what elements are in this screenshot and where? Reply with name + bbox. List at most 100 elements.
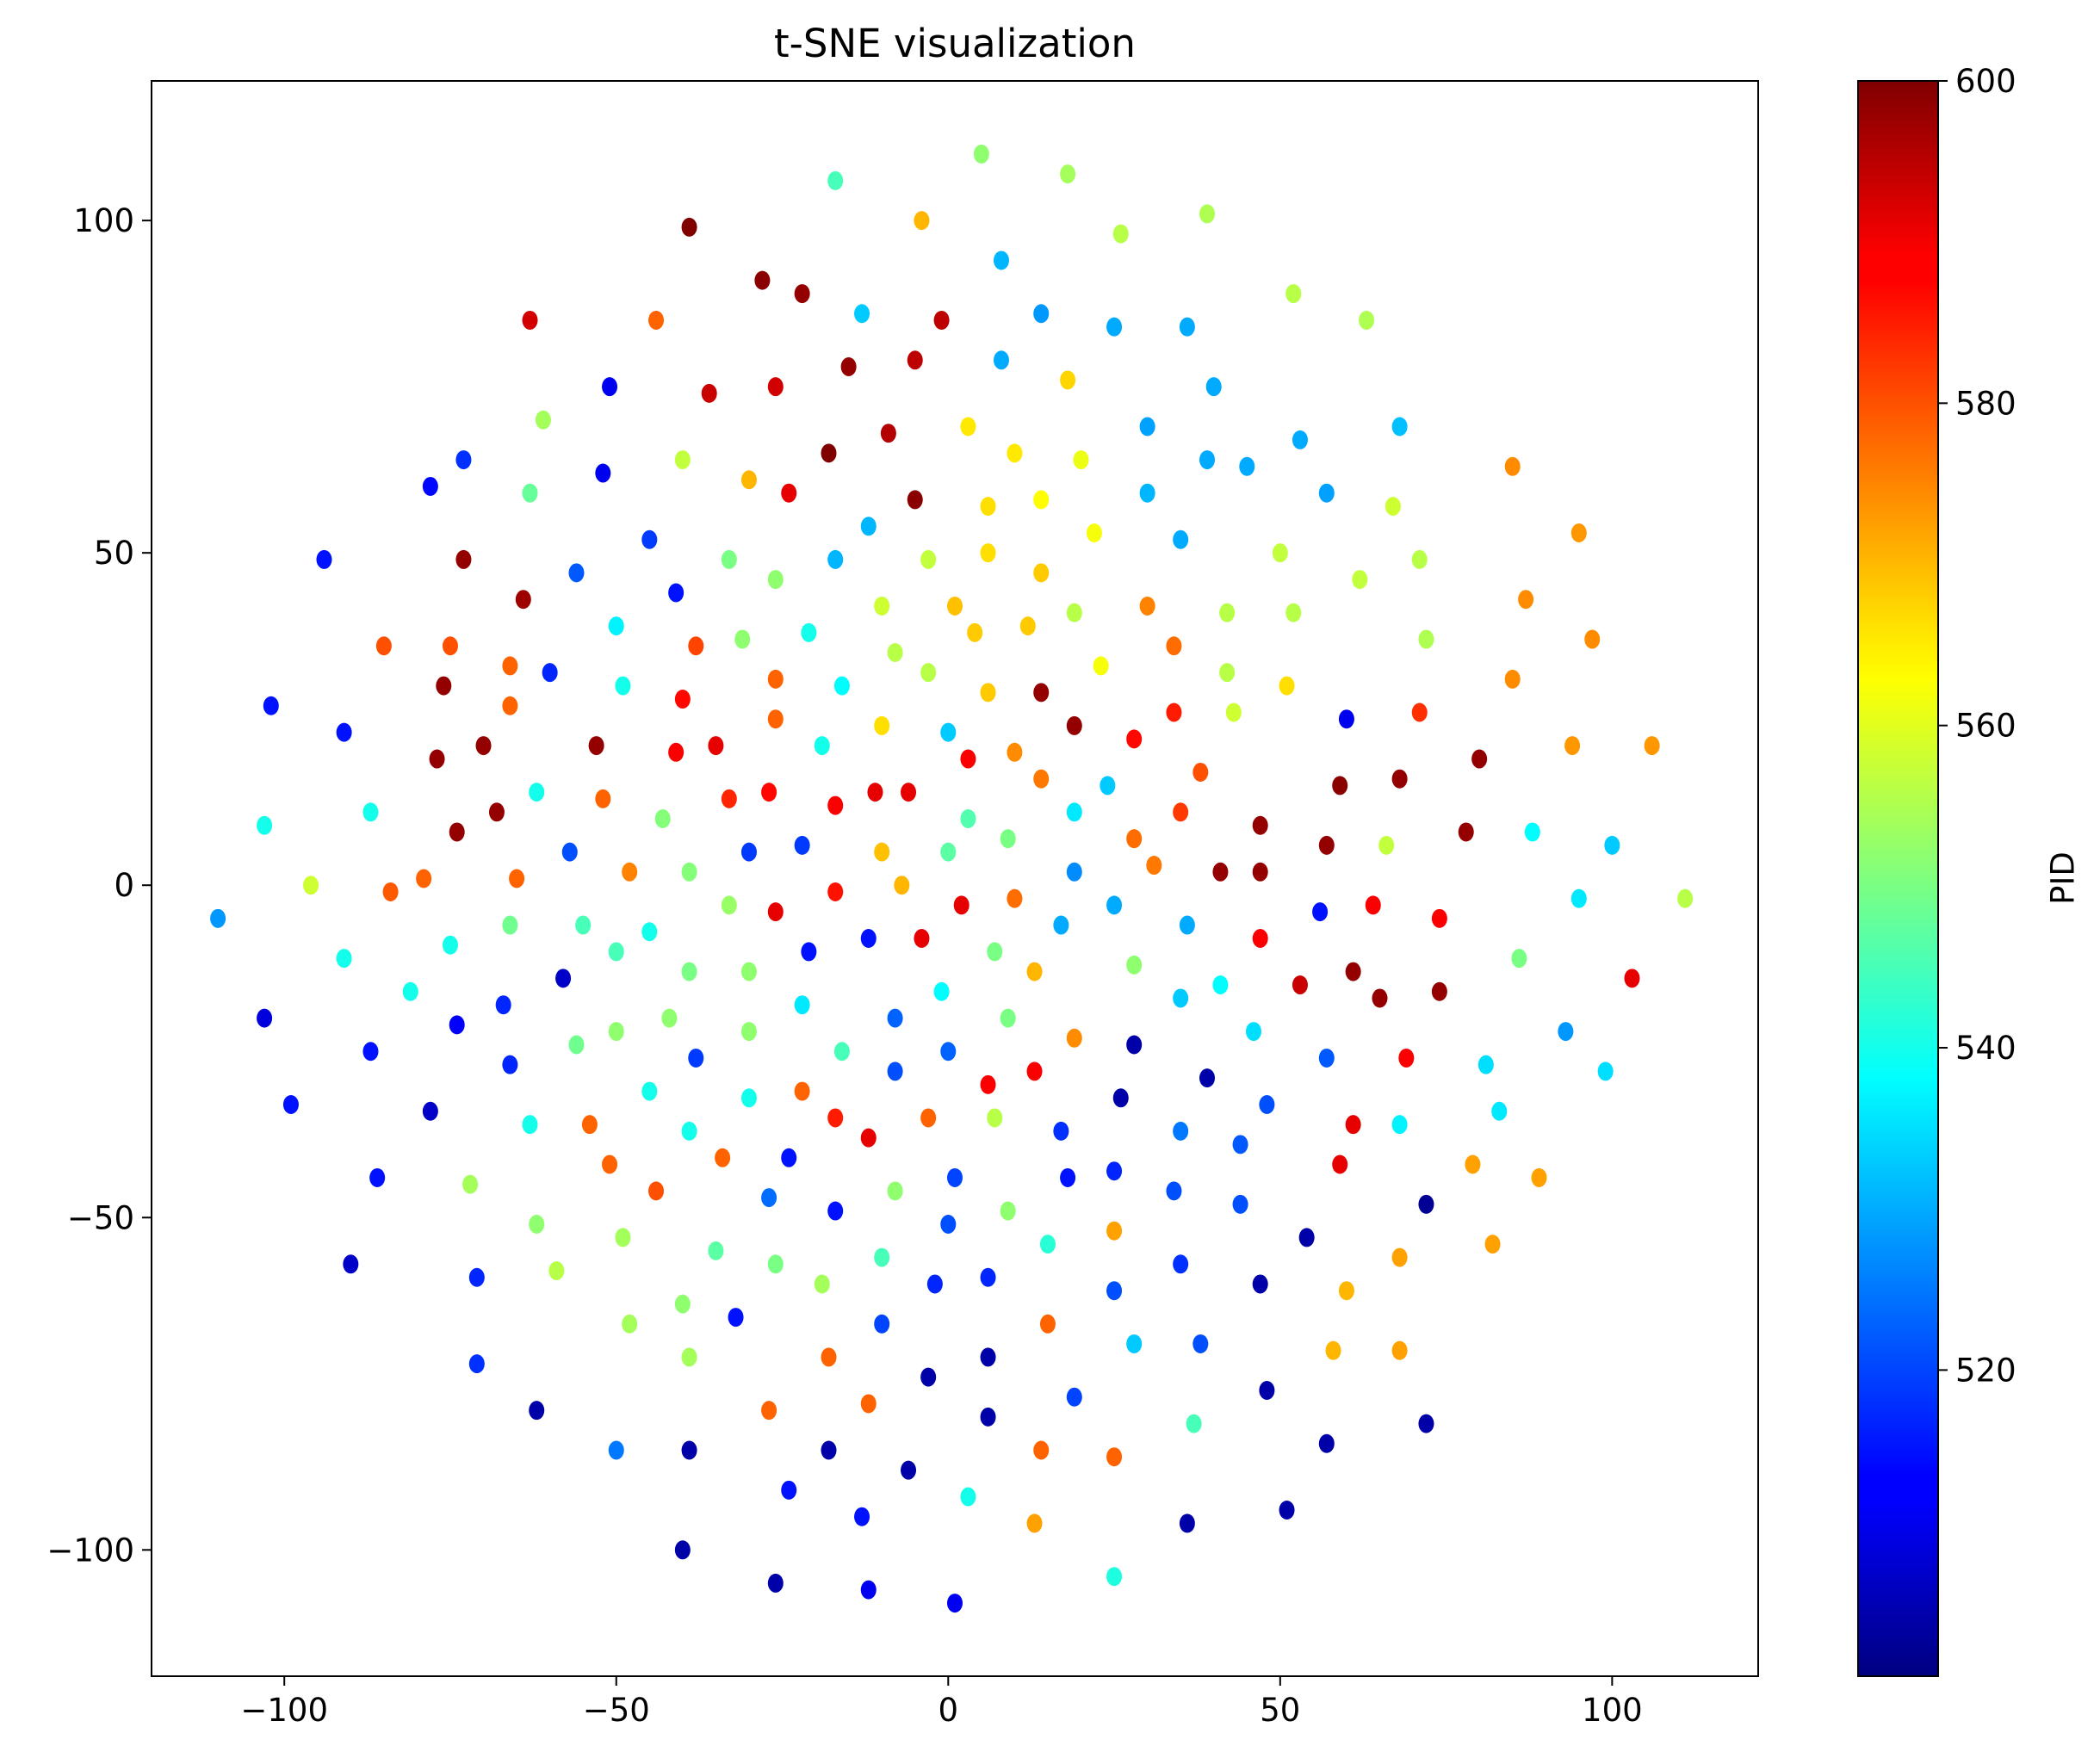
scatter-point-56 bbox=[860, 517, 877, 536]
scatter-point-315 bbox=[1259, 1381, 1275, 1401]
chart-title: t-SNE visualization bbox=[774, 21, 1136, 66]
scatter-point-62 bbox=[568, 563, 585, 583]
scatter-point-308 bbox=[920, 1367, 937, 1387]
scatter-point-167 bbox=[1378, 835, 1395, 855]
scatter-point-104 bbox=[674, 690, 691, 709]
scatter-point-309 bbox=[980, 1347, 996, 1367]
y-tick-label: 50 bbox=[94, 535, 134, 572]
scatter-point-149 bbox=[1644, 736, 1660, 756]
scatter-point-93 bbox=[436, 676, 452, 696]
scatter-point-3 bbox=[1199, 204, 1216, 224]
scatter-point-185 bbox=[1179, 915, 1195, 935]
scatter-point-153 bbox=[509, 869, 525, 888]
scatter-point-182 bbox=[953, 895, 969, 915]
scatter-point-57 bbox=[980, 543, 996, 563]
scatter-point-296 bbox=[1391, 1247, 1408, 1267]
scatter-point-276 bbox=[1465, 1154, 1481, 1174]
scatter-point-91 bbox=[887, 642, 903, 662]
scatter-point-241 bbox=[715, 1148, 731, 1167]
scatter-point-233 bbox=[1398, 1048, 1415, 1068]
scatter-point-129 bbox=[595, 789, 611, 808]
scatter-point-100 bbox=[1219, 663, 1236, 683]
scatter-point-205 bbox=[933, 981, 950, 1001]
scatter-point-320 bbox=[821, 1440, 837, 1460]
scatter-point-164 bbox=[1212, 862, 1229, 882]
scatter-point-311 bbox=[1039, 1314, 1056, 1334]
scatter-point-151 bbox=[416, 869, 432, 888]
scatter-point-110 bbox=[1225, 703, 1242, 722]
scatter-point-316 bbox=[1325, 1340, 1341, 1360]
scatter-point-211 bbox=[1292, 975, 1308, 995]
scatter-point-14 bbox=[648, 310, 665, 330]
scatter-point-10 bbox=[1285, 284, 1302, 304]
scatter-point-21 bbox=[993, 350, 1009, 370]
x-tick-label: 0 bbox=[938, 1692, 959, 1729]
scatter-point-289 bbox=[1039, 1235, 1056, 1254]
scatter-point-287 bbox=[926, 1274, 943, 1294]
scatter-point-165 bbox=[1252, 862, 1268, 882]
scatter-point-220 bbox=[641, 1081, 658, 1101]
scatter-point-75 bbox=[1285, 603, 1302, 622]
scatter-point-143 bbox=[1192, 762, 1209, 782]
scatter-point-266 bbox=[827, 1201, 844, 1221]
scatter-point-154 bbox=[561, 842, 578, 862]
colorbar bbox=[1857, 80, 1939, 1677]
scatter-point-303 bbox=[728, 1308, 744, 1328]
scatter-point-198 bbox=[608, 1022, 624, 1042]
scatter-point-215 bbox=[1511, 949, 1527, 969]
scatter-point-236 bbox=[1597, 1062, 1614, 1081]
scatter-point-252 bbox=[1112, 1088, 1129, 1108]
scatter-point-33 bbox=[455, 450, 472, 470]
scatter-point-301 bbox=[674, 1294, 691, 1314]
scatter-point-323 bbox=[901, 1460, 917, 1480]
scatter-point-27 bbox=[880, 424, 896, 443]
scatter-point-130 bbox=[654, 809, 671, 829]
scatter-point-306 bbox=[874, 1314, 890, 1334]
scatter-point-272 bbox=[1166, 1181, 1182, 1201]
scatter-point-30 bbox=[535, 410, 551, 430]
scatter-point-34 bbox=[821, 443, 837, 463]
scatter-point-201 bbox=[740, 962, 757, 981]
scatter-point-284 bbox=[814, 1274, 830, 1294]
scatter-point-200 bbox=[681, 962, 697, 981]
scatter-point-81 bbox=[734, 629, 751, 649]
scatter-point-194 bbox=[449, 1015, 465, 1035]
scatter-point-55 bbox=[721, 549, 737, 569]
scatter-point-15 bbox=[933, 310, 950, 330]
scatter-point-24 bbox=[602, 377, 618, 397]
scatter-point-267 bbox=[887, 1181, 903, 1201]
scatter-point-142 bbox=[1173, 802, 1189, 822]
scatter-point-9 bbox=[794, 284, 810, 304]
y-tick-label: −50 bbox=[67, 1199, 134, 1236]
scatter-point-26 bbox=[767, 377, 784, 397]
scatter-point-283 bbox=[767, 1254, 784, 1274]
scatter-point-146 bbox=[1391, 769, 1408, 789]
scatter-point-94 bbox=[615, 676, 631, 696]
colorbar-tick-label: 520 bbox=[1955, 1352, 2016, 1389]
scatter-point-227 bbox=[1000, 1008, 1016, 1028]
scatter-point-43 bbox=[674, 450, 691, 470]
scatter-point-333 bbox=[674, 1540, 691, 1560]
scatter-point-322 bbox=[854, 1507, 870, 1526]
scatter-point-126 bbox=[449, 822, 465, 842]
scatter-point-69 bbox=[767, 570, 784, 590]
scatter-point-213 bbox=[1372, 988, 1388, 1008]
scatter-point-178 bbox=[721, 895, 737, 915]
scatter-point-337 bbox=[1106, 1567, 1123, 1587]
scatter-point-50 bbox=[1318, 483, 1335, 503]
scatter-point-247 bbox=[920, 1108, 937, 1128]
scatter-point-169 bbox=[1524, 822, 1540, 842]
scatter-point-18 bbox=[1359, 310, 1375, 330]
scatter-point-262 bbox=[602, 1154, 618, 1174]
scatter-point-288 bbox=[980, 1267, 996, 1287]
scatter-point-68 bbox=[668, 583, 685, 603]
scatter-point-70 bbox=[874, 596, 890, 616]
scatter-point-251 bbox=[1053, 1121, 1069, 1141]
scatter-point-269 bbox=[1000, 1201, 1016, 1221]
scatter-point-334 bbox=[767, 1573, 784, 1593]
scatter-point-11 bbox=[854, 304, 870, 324]
scatter-point-22 bbox=[1060, 370, 1076, 390]
scatter-point-128 bbox=[529, 783, 545, 802]
scatter-point-132 bbox=[761, 783, 777, 802]
scatter-point-4 bbox=[914, 211, 930, 231]
